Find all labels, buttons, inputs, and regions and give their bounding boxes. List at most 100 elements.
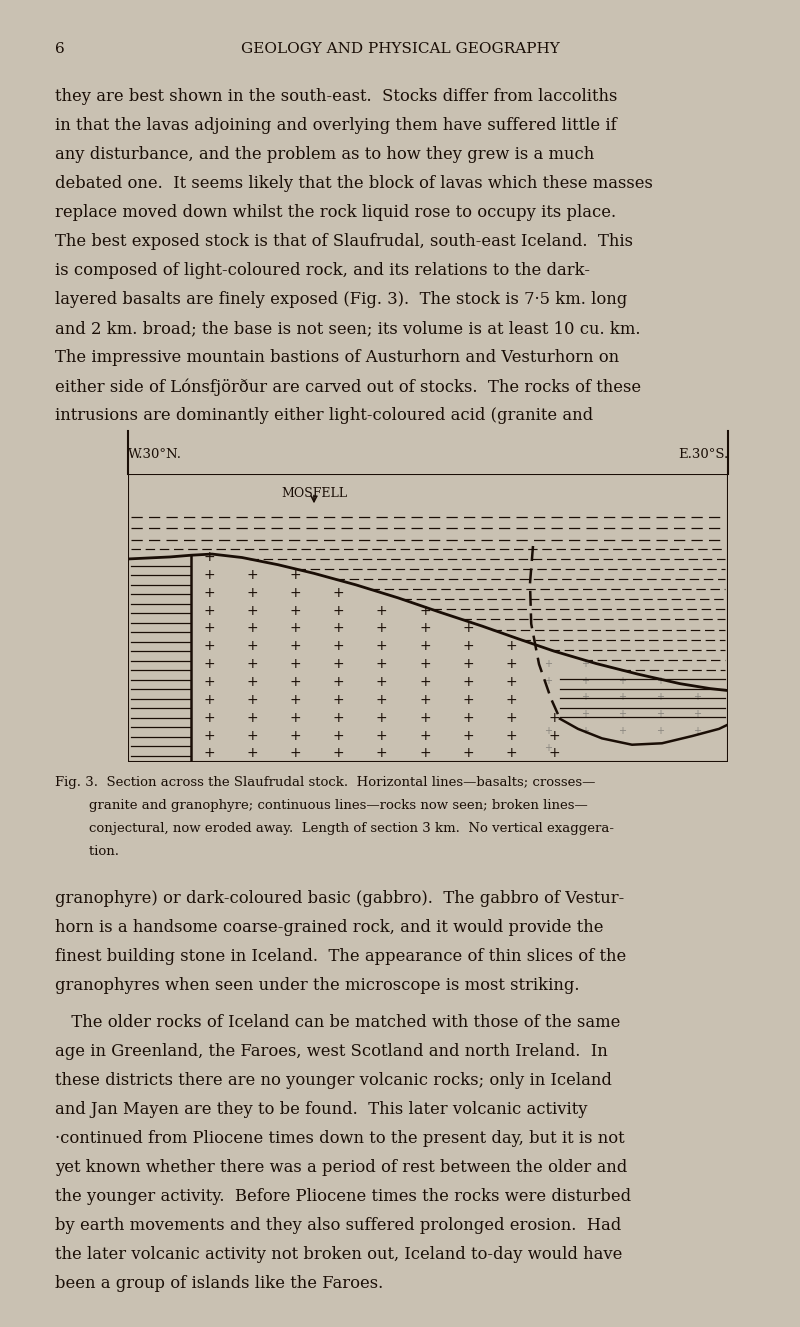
Text: +: +	[290, 657, 302, 671]
Text: +: +	[655, 693, 663, 702]
Text: the younger activity.  Before Pliocene times the rocks were disturbed: the younger activity. Before Pliocene ti…	[55, 1188, 631, 1205]
Text: +: +	[290, 640, 302, 653]
Text: +: +	[655, 726, 663, 736]
Text: any disturbance, and the problem as to how they grew is a much: any disturbance, and the problem as to h…	[55, 146, 594, 163]
Text: by earth movements and they also suffered prolonged erosion.  Had: by earth movements and they also suffere…	[55, 1217, 622, 1234]
Text: +: +	[203, 640, 215, 653]
Text: +: +	[506, 657, 518, 671]
Text: +: +	[246, 675, 258, 689]
Text: +: +	[246, 585, 258, 600]
Text: +: +	[581, 726, 589, 736]
Text: +: +	[376, 640, 388, 653]
Text: +: +	[419, 746, 431, 760]
Text: +: +	[419, 693, 431, 707]
Text: +: +	[333, 640, 345, 653]
Text: +: +	[376, 621, 388, 636]
Text: age in Greenland, the Faroes, west Scotland and north Ireland.  In: age in Greenland, the Faroes, west Scotl…	[55, 1043, 608, 1060]
Text: +: +	[203, 657, 215, 671]
Text: debated one.  It seems likely that the block of lavas which these masses: debated one. It seems likely that the bl…	[55, 175, 653, 192]
Text: 6: 6	[55, 42, 65, 56]
Text: +: +	[290, 568, 302, 581]
Text: and Jan Mayen are they to be found.  This later volcanic activity: and Jan Mayen are they to be found. This…	[55, 1101, 587, 1119]
Text: +: +	[203, 711, 215, 725]
Text: +: +	[549, 746, 561, 760]
Text: MOSFELL: MOSFELL	[281, 487, 347, 500]
Text: +: +	[290, 711, 302, 725]
Text: +: +	[419, 640, 431, 653]
Text: +: +	[419, 657, 431, 671]
Text: +: +	[333, 604, 345, 617]
Text: +: +	[693, 726, 701, 736]
Text: +: +	[506, 711, 518, 725]
Text: +: +	[290, 604, 302, 617]
Text: +: +	[462, 657, 474, 671]
Text: Fig. 3.  Section across the Slaufrudal stock.  Horizontal lines—basalts; crosses: Fig. 3. Section across the Slaufrudal st…	[55, 776, 595, 790]
Text: +: +	[618, 726, 626, 736]
Text: finest building stone in Iceland.  The appearance of thin slices of the: finest building stone in Iceland. The ap…	[55, 947, 626, 965]
Text: granophyre) or dark-coloured basic (gabbro).  The gabbro of Vestur-: granophyre) or dark-coloured basic (gabb…	[55, 890, 624, 906]
Text: +: +	[376, 675, 388, 689]
Text: +: +	[333, 693, 345, 707]
Text: +: +	[246, 746, 258, 760]
Text: +: +	[462, 729, 474, 743]
Text: +: +	[203, 675, 215, 689]
Text: replace moved down whilst the rock liquid rose to occupy its place.: replace moved down whilst the rock liqui…	[55, 204, 616, 222]
Text: +: +	[333, 675, 345, 689]
Text: +: +	[333, 729, 345, 743]
Text: +: +	[462, 621, 474, 636]
Text: tion.: tion.	[55, 845, 119, 859]
Text: +: +	[246, 568, 258, 581]
Text: granophyres when seen under the microscope is most striking.: granophyres when seen under the microsco…	[55, 977, 579, 994]
Text: The best exposed stock is that of Slaufrudal, south-east Iceland.  This: The best exposed stock is that of Slaufr…	[55, 234, 633, 249]
Text: The impressive mountain bastions of Austurhorn and Vesturhorn on: The impressive mountain bastions of Aust…	[55, 349, 619, 366]
Text: +: +	[290, 693, 302, 707]
Text: conjectural, now eroded away.  Length of section 3 km.  No vertical exaggera-: conjectural, now eroded away. Length of …	[55, 821, 614, 835]
Text: +: +	[462, 711, 474, 725]
Text: and 2 km. broad; the base is not seen; its volume is at least 10 cu. km.: and 2 km. broad; the base is not seen; i…	[55, 320, 641, 337]
Text: +: +	[506, 693, 518, 707]
Text: been a group of islands like the Faroes.: been a group of islands like the Faroes.	[55, 1275, 383, 1292]
Text: +: +	[333, 585, 345, 600]
Text: +: +	[655, 709, 663, 719]
Text: +: +	[618, 693, 626, 702]
Text: +: +	[246, 693, 258, 707]
Text: +: +	[462, 640, 474, 653]
Text: +: +	[419, 675, 431, 689]
Text: +: +	[581, 675, 589, 686]
Text: +: +	[203, 568, 215, 581]
Text: The older rocks of Iceland can be matched with those of the same: The older rocks of Iceland can be matche…	[55, 1014, 620, 1031]
Text: +: +	[581, 709, 589, 719]
Text: +: +	[376, 746, 388, 760]
Text: +: +	[462, 675, 474, 689]
Text: GEOLOGY AND PHYSICAL GEOGRAPHY: GEOLOGY AND PHYSICAL GEOGRAPHY	[241, 42, 559, 56]
Text: +: +	[506, 675, 518, 689]
Text: +: +	[203, 746, 215, 760]
Text: yet known whether there was a period of rest between the older and: yet known whether there was a period of …	[55, 1158, 627, 1176]
Text: +: +	[246, 621, 258, 636]
Text: +: +	[419, 604, 431, 617]
Text: layered basalts are finely exposed (Fig. 3).  The stock is 7·5 km. long: layered basalts are finely exposed (Fig.…	[55, 291, 627, 308]
Text: +: +	[376, 729, 388, 743]
Text: +: +	[506, 729, 518, 743]
Text: +: +	[246, 657, 258, 671]
Text: +: +	[290, 675, 302, 689]
Text: intrusions are dominantly either light-coloured acid (granite and: intrusions are dominantly either light-c…	[55, 407, 593, 425]
Text: +: +	[376, 657, 388, 671]
Text: +: +	[203, 585, 215, 600]
Text: +: +	[376, 693, 388, 707]
Text: +: +	[290, 585, 302, 600]
Text: +: +	[618, 675, 626, 686]
Text: +: +	[544, 743, 552, 752]
Text: +: +	[618, 709, 626, 719]
Text: +: +	[246, 711, 258, 725]
Text: +: +	[246, 604, 258, 617]
Text: +: +	[506, 746, 518, 760]
Text: +: +	[419, 729, 431, 743]
Text: +: +	[544, 675, 552, 686]
Text: +: +	[246, 640, 258, 653]
Text: +: +	[549, 711, 561, 725]
Text: in that the lavas adjoining and overlying them have suffered little if: in that the lavas adjoining and overlyin…	[55, 117, 617, 134]
Text: +: +	[655, 675, 663, 686]
Text: +: +	[419, 711, 431, 725]
Text: +: +	[333, 746, 345, 760]
